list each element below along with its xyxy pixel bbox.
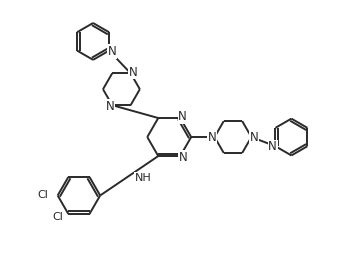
Text: N: N	[179, 151, 187, 164]
Text: N: N	[106, 100, 115, 113]
Text: Cl: Cl	[37, 190, 48, 201]
Text: N: N	[208, 131, 216, 144]
Text: N: N	[178, 110, 187, 123]
Text: N: N	[268, 140, 277, 154]
Text: N: N	[107, 45, 116, 58]
Text: N: N	[250, 131, 258, 144]
Text: Cl: Cl	[52, 213, 63, 222]
Text: N: N	[128, 66, 137, 79]
Text: NH: NH	[134, 172, 151, 183]
